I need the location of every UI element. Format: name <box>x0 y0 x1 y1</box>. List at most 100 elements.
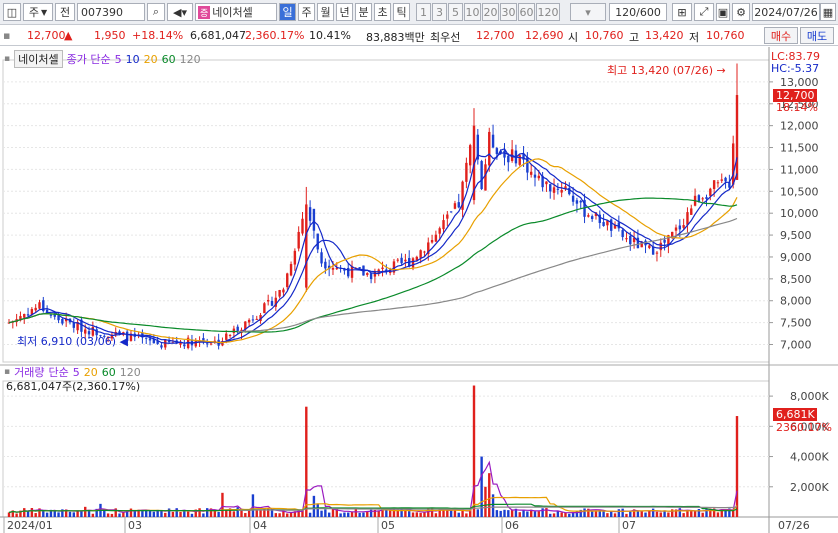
volume-bar <box>167 508 171 517</box>
volume-bar <box>465 513 468 517</box>
interval-tab-1[interactable]: 1 <box>416 3 431 21</box>
volume-bar <box>610 511 613 517</box>
volume-bar <box>53 510 56 517</box>
volume-bar <box>510 509 514 517</box>
volume-bar <box>198 508 201 517</box>
volume-bar <box>533 511 537 517</box>
candle-body <box>209 343 213 345</box>
candle-body <box>632 237 636 243</box>
hc-label: HC:-5.37 <box>771 62 820 75</box>
compare-icon[interactable]: ⤢ <box>694 3 714 21</box>
period-tab-4[interactable]: 분 <box>355 3 372 21</box>
volume-bar <box>164 512 167 517</box>
interval-tab-5[interactable]: 5 <box>448 3 463 21</box>
volume-bar <box>705 509 708 517</box>
volume-bar <box>651 508 655 517</box>
candle-body <box>343 268 346 271</box>
volume-bar <box>251 494 255 517</box>
candle-body <box>438 228 441 234</box>
interval-tab-20[interactable]: 20 <box>482 3 499 21</box>
volume-bar <box>640 510 643 517</box>
toolbar: ◫ 주 ▼ 전 007390 ⌕ ◀▾ 증 네이처셀 ▾ 120/600 ⊞ ⤢ … <box>0 0 838 25</box>
quote-menu-icon[interactable]: ▪ <box>3 29 11 42</box>
volume-bar <box>148 510 152 517</box>
volume-bar <box>579 509 582 517</box>
ma-label-20: 20 <box>143 52 158 66</box>
candle-body <box>491 134 495 148</box>
panel-menu-icon[interactable]: ▪ <box>4 54 11 64</box>
volume-bar <box>133 511 136 517</box>
volume-bar <box>472 385 476 517</box>
volume-bar <box>503 509 506 517</box>
calendar-icon[interactable]: ▦ <box>820 3 836 21</box>
candle-body <box>533 174 537 178</box>
code-input[interactable]: 007390 <box>77 3 145 21</box>
interval-tab-3[interactable]: 3 <box>432 3 447 21</box>
buy-button[interactable]: 매수 <box>764 27 798 44</box>
candle-body <box>129 333 133 341</box>
interval-tab-10[interactable]: 10 <box>464 3 481 21</box>
panel-indicator: 종가 단순 <box>66 53 111 66</box>
candle-body <box>301 218 304 234</box>
period-tab-3[interactable]: 년 <box>336 3 353 21</box>
candle-body <box>61 319 64 324</box>
search-icon[interactable]: ⌕ <box>147 3 165 21</box>
candle-body <box>423 251 426 253</box>
candle-body <box>289 264 293 276</box>
volume-tick-label: 8,000K <box>790 390 829 403</box>
candle-body <box>552 187 556 193</box>
period-tab-1[interactable]: 주 <box>298 3 315 21</box>
volume-bar <box>659 512 662 517</box>
volume-bar <box>541 508 544 517</box>
volume-panel-name: 거래량 <box>14 366 45 379</box>
sell-button[interactable]: 매도 <box>800 27 834 44</box>
candle-body <box>381 267 384 270</box>
volume-bar <box>594 510 598 517</box>
open-label: 시 <box>568 31 579 44</box>
candle-body <box>23 313 26 318</box>
interval-tab-60[interactable]: 60 <box>518 3 535 21</box>
candle-body <box>640 241 643 248</box>
candle-body <box>30 308 34 315</box>
period-tab-2[interactable]: 월 <box>317 3 334 21</box>
candle-body <box>99 335 102 337</box>
candle-body <box>720 179 723 181</box>
candle-body <box>316 233 319 250</box>
date-field[interactable]: 2024/07/26 <box>752 3 820 21</box>
interval-dropdown[interactable]: ▾ <box>570 3 606 21</box>
period-tab-5[interactable]: 초 <box>374 3 391 21</box>
window-icon[interactable]: ◫ <box>3 3 21 21</box>
stock-chart[interactable]: 13,00012,50012,00011,50011,00010,50010,0… <box>0 47 838 533</box>
volume-bar <box>228 508 232 517</box>
vol-ma-label-120: 120 <box>119 365 141 379</box>
sound-icon[interactable]: ◀▾ <box>167 3 193 21</box>
min-price-label: 최저 6,910 (03/06) ◀ <box>17 333 128 349</box>
chart-tools-icon[interactable]: ⊞ <box>672 3 692 21</box>
candle-body <box>549 184 552 192</box>
image-icon[interactable]: ▣ <box>716 3 730 21</box>
gear-icon[interactable]: ⚙ <box>732 3 750 21</box>
jeon-button[interactable]: 전 <box>55 3 75 21</box>
period-tab-0[interactable]: 일 <box>279 3 296 21</box>
volume-menu-icon[interactable]: ▪ <box>4 367 11 377</box>
volume-bar <box>49 509 53 517</box>
low-label: 저 <box>689 31 700 44</box>
candle-body <box>106 336 110 339</box>
volume-bar <box>552 513 556 517</box>
volume-bar <box>350 511 354 517</box>
volume-bar <box>690 510 693 517</box>
candle-body <box>522 153 525 160</box>
volume-bar <box>190 513 194 517</box>
candle-body <box>480 161 483 190</box>
period-tab-6[interactable]: 틱 <box>393 3 410 21</box>
volume-bar <box>632 509 636 517</box>
interval-tab-120[interactable]: 120 <box>536 3 560 21</box>
interval-tab-30[interactable]: 30 <box>500 3 517 21</box>
stock-name-field[interactable]: 증 네이처셀 <box>195 3 277 21</box>
volume-bar <box>446 509 449 517</box>
market-select[interactable]: 주 ▼ <box>23 3 53 21</box>
candle-body <box>103 335 106 337</box>
volume-bar <box>95 508 98 517</box>
count-field[interactable]: 120/600 <box>609 3 667 21</box>
ma60-line <box>8 197 738 333</box>
